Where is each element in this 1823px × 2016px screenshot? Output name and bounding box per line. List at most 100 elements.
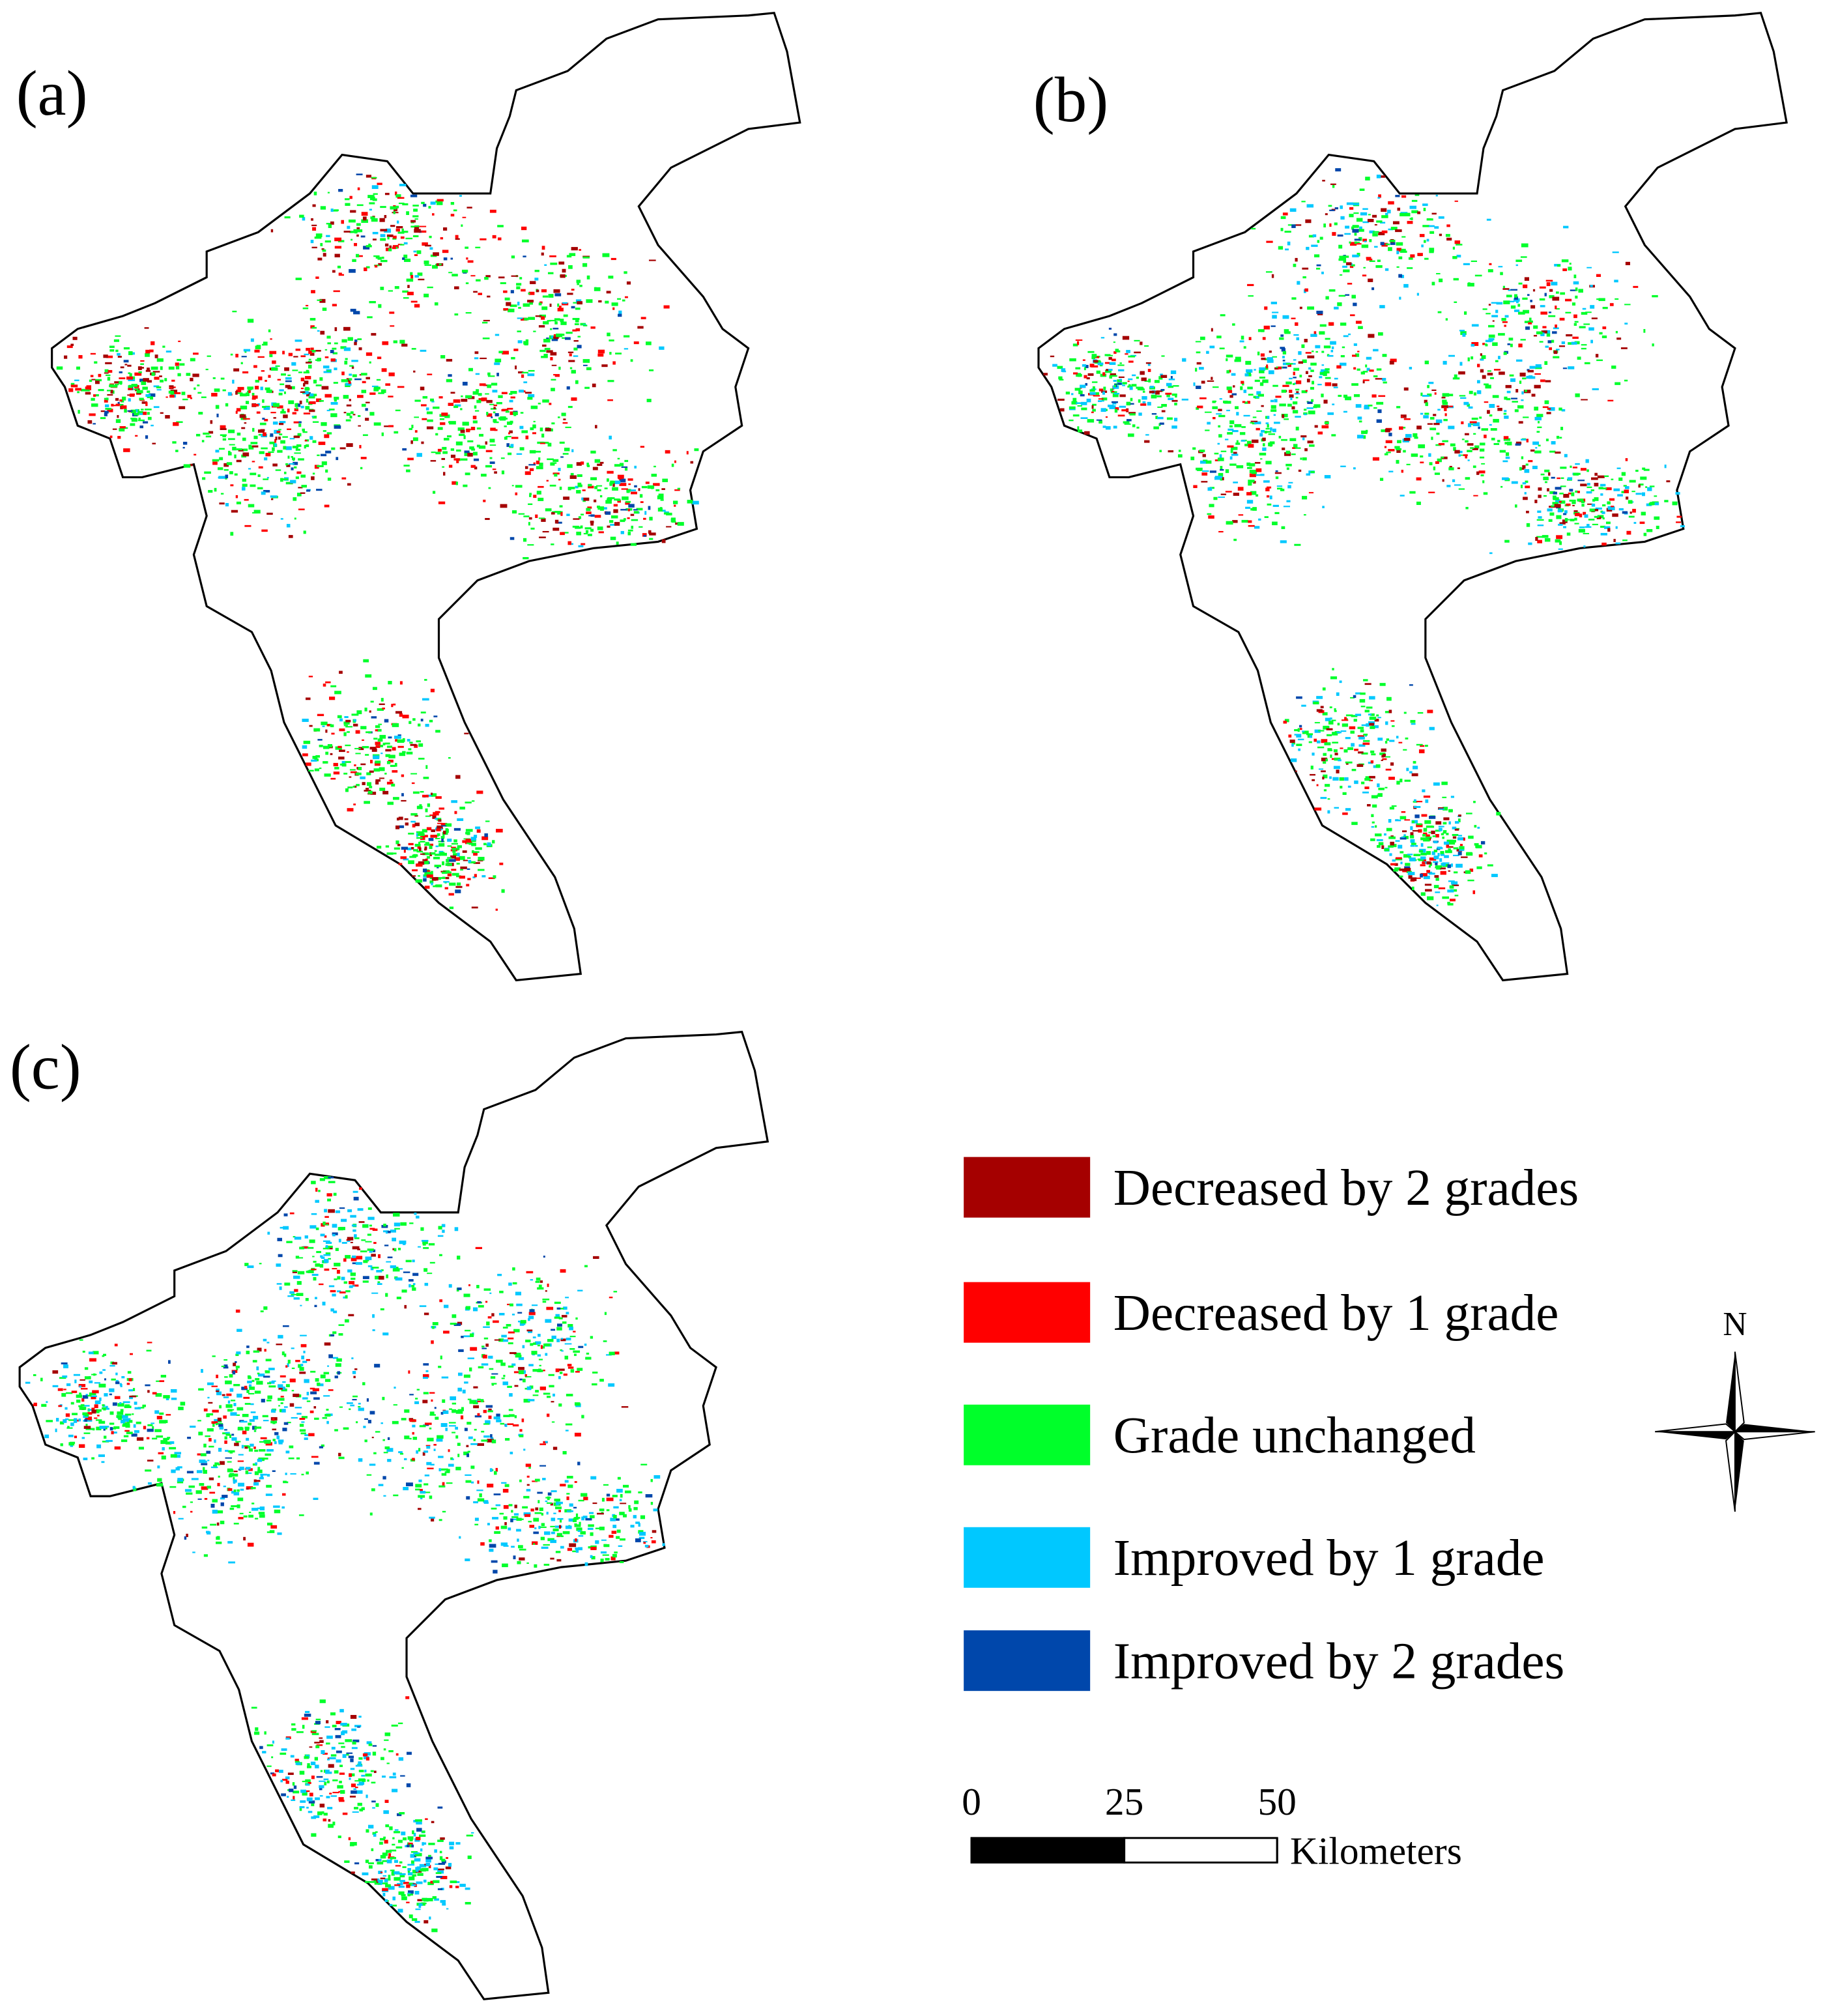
land-patch [617, 457, 620, 460]
land-patch [529, 468, 534, 471]
land-patch [528, 292, 530, 295]
land-patch [579, 249, 582, 251]
land-patch [1399, 869, 1405, 871]
land-patch [371, 218, 378, 222]
land-patch [653, 483, 660, 486]
land-patch [568, 360, 575, 362]
land-patch [606, 1493, 610, 1497]
land-patch [1333, 766, 1340, 770]
land-patch [1302, 457, 1307, 461]
land-patch [538, 457, 541, 461]
land-patch [1350, 730, 1355, 734]
land-patch [375, 779, 381, 782]
land-patch [1309, 734, 1313, 738]
land-patch [1340, 362, 1347, 366]
land-patch [242, 418, 250, 420]
land-patch [658, 493, 664, 497]
land-patch [377, 182, 382, 185]
land-patch [1290, 397, 1293, 401]
land-patch [1549, 491, 1555, 495]
land-patch [356, 223, 361, 226]
land-patch [483, 1435, 490, 1438]
land-patch [1370, 713, 1375, 716]
land-patch [282, 1381, 286, 1383]
land-patch [380, 206, 386, 209]
land-patch [1324, 371, 1330, 374]
land-patch [472, 452, 478, 455]
land-patch [432, 213, 435, 216]
land-patch [422, 1400, 428, 1404]
land-patch [1351, 822, 1358, 826]
land-patch [1360, 692, 1366, 695]
land-patch [1195, 341, 1201, 343]
land-patch [345, 1295, 348, 1299]
land-patch [312, 1256, 315, 1258]
land-patch [411, 424, 414, 429]
land-patch [240, 405, 248, 410]
land-patch [1138, 412, 1142, 416]
land-patch [91, 379, 96, 381]
land-patch [362, 1280, 369, 1283]
land-patch [1325, 377, 1331, 379]
land-patch [463, 1374, 471, 1378]
land-patch [334, 1429, 338, 1432]
land-patch [205, 1435, 210, 1437]
land-patch [313, 728, 321, 732]
land-patch [365, 674, 372, 678]
land-patch [1680, 525, 1685, 528]
land-patch [1479, 442, 1486, 446]
land-patch [272, 360, 276, 364]
land-patch [1294, 543, 1301, 546]
land-patch [366, 772, 371, 775]
land-patch [1605, 521, 1611, 525]
land-patch [1385, 212, 1388, 216]
land-patch [1087, 351, 1095, 353]
land-patch [1602, 306, 1608, 310]
land-patch [493, 404, 497, 407]
land-patch [77, 1419, 79, 1422]
land-patch [1365, 177, 1370, 180]
land-patch [434, 854, 441, 856]
land-patch [411, 1285, 415, 1288]
land-patch [1423, 207, 1426, 212]
land-patch [1450, 443, 1456, 447]
land-patch [1245, 360, 1252, 365]
land-patch [59, 1377, 66, 1379]
land-patch [412, 1260, 415, 1263]
land-patch [1289, 394, 1294, 398]
land-patch [1364, 710, 1370, 713]
land-patch [454, 313, 459, 316]
land-patch [624, 348, 629, 350]
land-patch [452, 872, 459, 876]
land-patch [455, 235, 459, 238]
land-patch [1358, 744, 1366, 747]
land-patch [450, 855, 457, 859]
land-patch [534, 270, 539, 272]
land-patch [1520, 339, 1526, 341]
land-patch [215, 450, 220, 453]
land-patch [1438, 887, 1446, 889]
land-patch [1334, 710, 1337, 712]
land-patch [141, 401, 147, 404]
land-patch [138, 417, 141, 421]
land-patch [1460, 397, 1467, 399]
land-patch [358, 1458, 363, 1462]
land-patch [501, 1334, 507, 1338]
land-patch [601, 507, 607, 510]
land-patch [508, 452, 512, 455]
land-patch [1588, 327, 1594, 331]
land-patch [1480, 841, 1486, 844]
land-patch [1537, 525, 1544, 526]
land-patch [358, 767, 362, 770]
land-patch [1457, 818, 1461, 822]
land-patch [292, 446, 298, 449]
land-patch [1652, 343, 1654, 347]
land-patch [1489, 414, 1493, 417]
land-patch [339, 1800, 345, 1802]
land-patch [1545, 380, 1551, 382]
land-patch [1453, 847, 1459, 850]
land-patch [385, 383, 391, 386]
land-patch [424, 886, 430, 889]
land-patch [210, 420, 213, 424]
land-patch [1428, 816, 1436, 819]
